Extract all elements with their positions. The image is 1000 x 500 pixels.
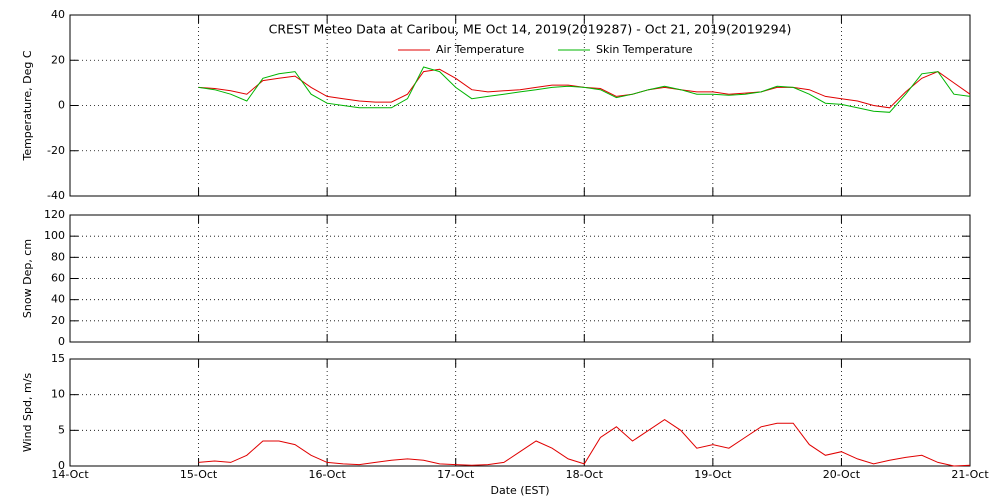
- x-tick-label: 14-Oct: [51, 468, 89, 481]
- y-tick-label: 0: [58, 335, 65, 348]
- chart-title: CREST Meteo Data at Caribou, ME Oct 14, …: [269, 22, 792, 37]
- y-axis-label: Wind Spd, m/s: [21, 373, 34, 453]
- x-tick-label: 20-Oct: [823, 468, 861, 481]
- plot-frame: [69, 214, 971, 343]
- y-tick-label: 0: [58, 459, 65, 472]
- y-tick-label: 0: [58, 99, 65, 112]
- legend-label: Air Temperature: [436, 43, 525, 56]
- y-axis-label: Snow Dep, cm: [21, 239, 34, 318]
- x-tick-label: 18-Oct: [566, 468, 604, 481]
- y-tick-label: 20: [51, 53, 65, 66]
- x-tick-label: 21-Oct: [951, 468, 989, 481]
- x-axis-label: Date (EST): [490, 484, 549, 497]
- y-tick-label: 60: [51, 272, 65, 285]
- x-tick-label: 16-Oct: [308, 468, 346, 481]
- legend-label: Skin Temperature: [596, 43, 693, 56]
- data-line: [198, 418, 971, 467]
- y-tick-label: -40: [47, 189, 65, 202]
- y-tick-label: 40: [51, 293, 65, 306]
- x-tick-label: 15-Oct: [180, 468, 218, 481]
- y-tick-label: 10: [51, 388, 65, 401]
- x-tick-label: 19-Oct: [694, 468, 732, 481]
- y-axis-label: Temperature, Deg C: [21, 50, 34, 161]
- y-tick-label: 80: [51, 250, 65, 263]
- y-tick-label: 40: [51, 8, 65, 21]
- y-tick-label: -20: [47, 144, 65, 157]
- x-tick-label: 17-Oct: [437, 468, 475, 481]
- y-tick-label: 20: [51, 314, 65, 327]
- y-tick-label: 120: [44, 208, 65, 221]
- data-line: [198, 66, 971, 113]
- plot-frame: [69, 358, 971, 467]
- y-tick-label: 15: [51, 352, 65, 365]
- y-tick-label: 100: [44, 229, 65, 242]
- plot-frame: [69, 14, 971, 197]
- y-tick-label: 5: [58, 423, 65, 436]
